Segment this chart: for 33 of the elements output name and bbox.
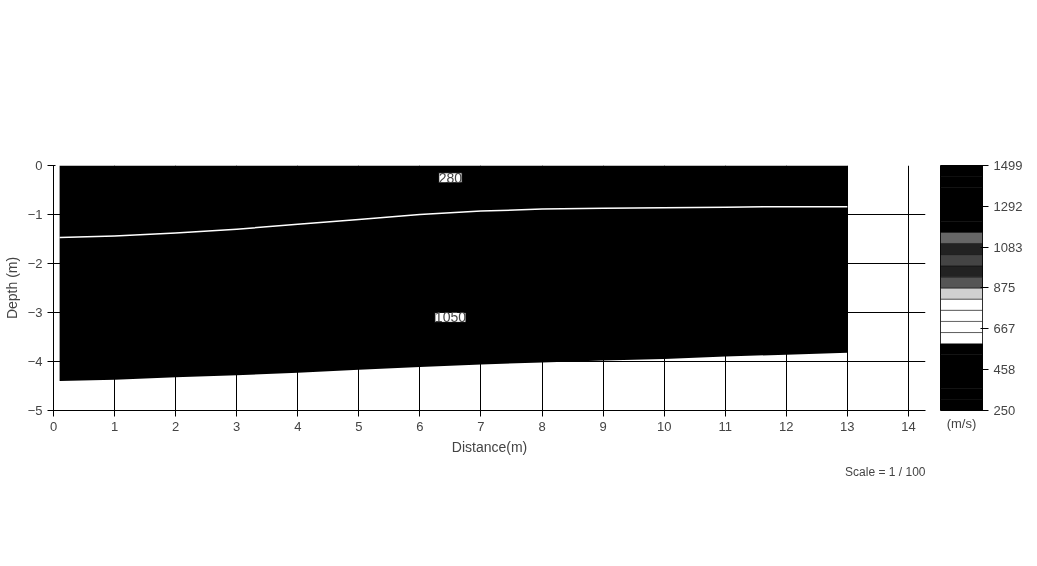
color-bar-label: 667 (993, 321, 1016, 337)
x-tick-label: 14 (901, 418, 916, 434)
y-tick-label: −1 (27, 207, 43, 222)
x-axis-title: Distance(m) (451, 438, 528, 455)
annotation: 280 (438, 169, 463, 186)
y-tick-label: −3 (27, 305, 43, 320)
x-tick-label: 7 (477, 418, 485, 434)
x-tick-label: 10 (656, 418, 672, 434)
color-bar-title: (m/s) (946, 415, 977, 431)
text: Scale = 1 / 100 (845, 464, 926, 479)
x-tick-label: 9 (599, 418, 607, 434)
x-tick-label: 2 (172, 418, 180, 434)
y-tick-label: 0 (35, 158, 43, 173)
color-bar-label: 1499 (993, 158, 1023, 173)
x-tick-label: 11 (718, 418, 732, 434)
x-tick-label: 12 (779, 418, 794, 434)
y-tick-label: −4 (27, 354, 43, 369)
x-tick-label: 0 (49, 418, 58, 434)
color-bar-label: 250 (993, 403, 1016, 418)
x-tick-label: 3 (233, 418, 241, 434)
color-bar-label: 875 (993, 280, 1016, 296)
x-tick-label: 1 (110, 418, 119, 434)
color-bar-label: 458 (993, 362, 1016, 378)
x-tick-label: 6 (416, 418, 424, 434)
y-axis-title: Depth (m) (3, 256, 20, 320)
color-bar-label: 1083 (993, 239, 1023, 255)
x-tick-label: 13 (840, 418, 855, 434)
x-tick-label: 8 (538, 418, 546, 434)
y-tick-label: −5 (27, 403, 43, 418)
y-tick-label: −2 (27, 256, 43, 271)
x-tick-label: 5 (355, 418, 363, 434)
color-bar-label: 1292 (993, 198, 1023, 214)
x-tick-label: 4 (294, 418, 302, 434)
